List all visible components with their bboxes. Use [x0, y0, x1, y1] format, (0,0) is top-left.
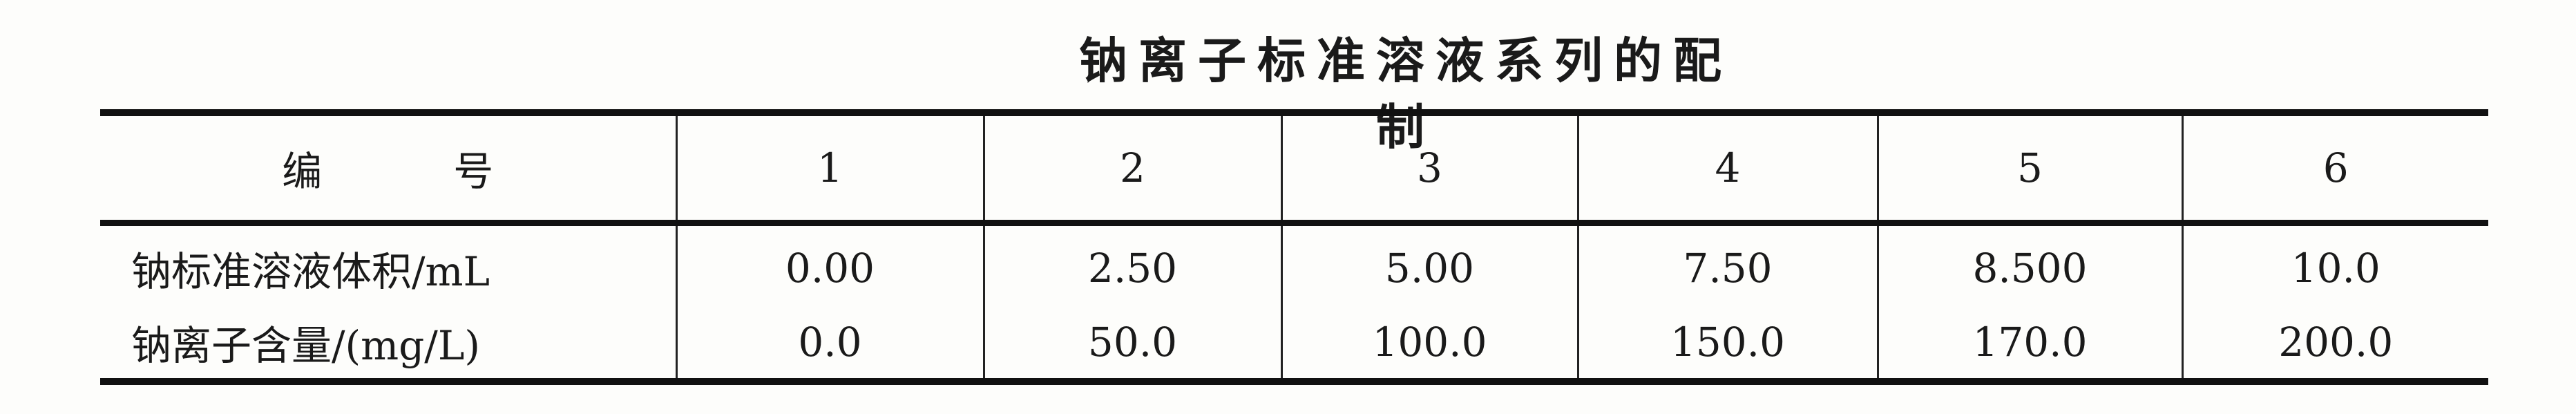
- row-label: 钠离子含量/(mg/L): [100, 306, 676, 385]
- sodium-standard-table: 编号 1 2 3 4 5 6 钠标准溶液体积/mL 0.00 2.50 5.00…: [100, 109, 2488, 385]
- row-label: 钠标准溶液体积/mL: [131, 248, 490, 295]
- table-cell: 5.00: [1280, 223, 1578, 306]
- header-cell: 4: [1576, 109, 1878, 226]
- header-label-part: 编: [282, 148, 323, 195]
- header-cell: 5: [1876, 109, 2182, 226]
- table-cell: 0.0: [675, 306, 984, 385]
- table-cell: 2.50: [982, 223, 1281, 306]
- header-label-part: 号: [453, 148, 494, 195]
- table-cell: 0.00: [675, 223, 984, 306]
- table-cell: 8.500: [1876, 223, 2182, 306]
- table-cell: 10.0: [2181, 223, 2488, 306]
- table-cell: 7.50: [1576, 223, 1878, 306]
- table-cell: 50.0: [982, 306, 1281, 385]
- table-cell: 170.0: [1876, 306, 2182, 385]
- table-row: 钠标准溶液体积/mL 0.00 2.50 5.00 7.50 8.500 10.…: [100, 223, 2488, 306]
- table-row: 钠离子含量/(mg/L) 0.0 50.0 100.0 150.0 170.0 …: [100, 306, 2488, 385]
- table-cell: 150.0: [1576, 306, 1878, 385]
- header-label: 编号: [100, 109, 676, 226]
- header-cell: 6: [2181, 109, 2488, 226]
- header-cell: 2: [982, 109, 1281, 226]
- table-cell: 200.0: [2181, 306, 2488, 385]
- header-row: 编号 1 2 3 4 5 6: [100, 109, 2488, 226]
- header-cell: 3: [1280, 109, 1578, 226]
- table-cell: 100.0: [1280, 306, 1578, 385]
- header-cell: 1: [675, 109, 984, 226]
